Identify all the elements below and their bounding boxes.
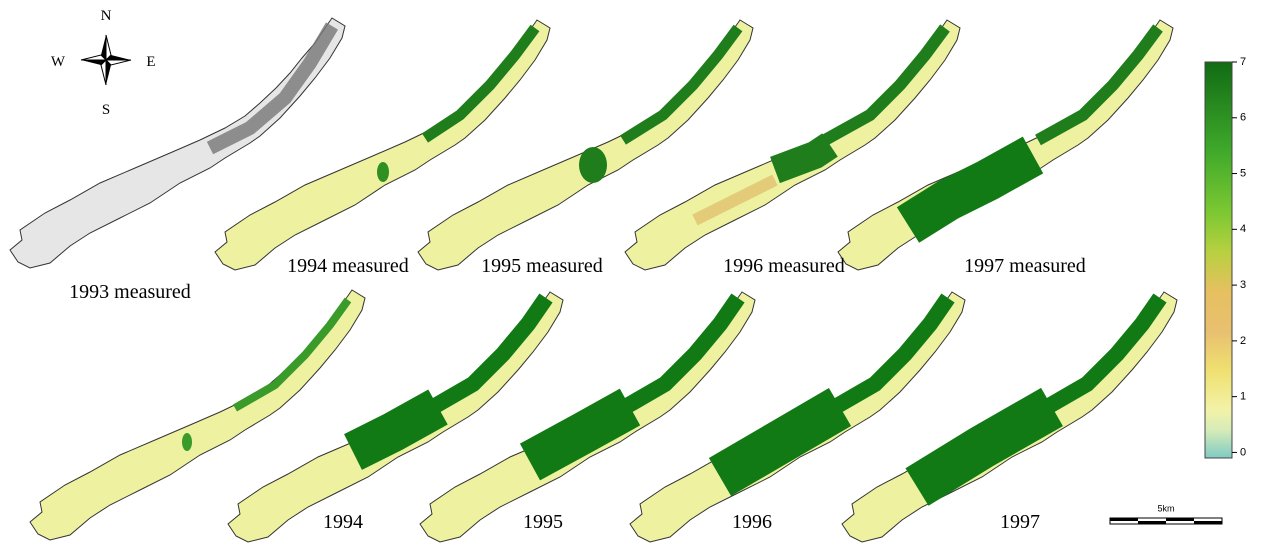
map-panel	[214, 19, 551, 271]
colorbar	[1204, 61, 1233, 459]
panel-label: 1996 measured	[723, 255, 845, 277]
colorbar-tick-label: 7	[1240, 56, 1246, 68]
panel-label: 1996	[732, 511, 772, 533]
map-panel	[29, 289, 366, 541]
map-panel	[227, 291, 564, 543]
colorbar-ticks: 0 1 2 3 4 5 6 7	[1232, 56, 1246, 458]
map-panel	[419, 291, 756, 543]
scale-bar	[1109, 517, 1223, 525]
scale-label: 5km	[1157, 503, 1174, 513]
colorbar-tick-label: 4	[1240, 223, 1246, 235]
compass	[80, 34, 132, 86]
map-panel	[841, 291, 1178, 543]
compass-west: W	[51, 54, 66, 70]
map-panel	[417, 19, 754, 271]
panel-label: 1994 measured	[287, 255, 409, 277]
compass-south: S	[102, 102, 110, 118]
panel-label: 1995 measured	[481, 255, 603, 277]
colorbar-tick-label: 3	[1240, 279, 1246, 291]
map-panel	[624, 19, 961, 271]
map-panel	[629, 291, 966, 543]
colorbar-tick-label: 2	[1240, 335, 1246, 347]
colorbar-tick-label: 0	[1240, 446, 1246, 458]
map-panel	[837, 19, 1174, 271]
compass-north: N	[101, 8, 112, 24]
panel-label: 1994	[323, 511, 363, 533]
colorbar-tick-label: 6	[1240, 112, 1246, 124]
compass-east: E	[146, 54, 155, 70]
map-panel	[9, 17, 346, 269]
colorbar-tick-label: 5	[1240, 167, 1246, 179]
panel-label: 1993 measured	[69, 281, 191, 303]
panel-label: 1997	[1000, 511, 1040, 533]
colorbar-tick-label: 1	[1240, 391, 1246, 403]
panel-label: 1997 measured	[964, 255, 1086, 277]
panel-label: 1995	[523, 511, 563, 533]
